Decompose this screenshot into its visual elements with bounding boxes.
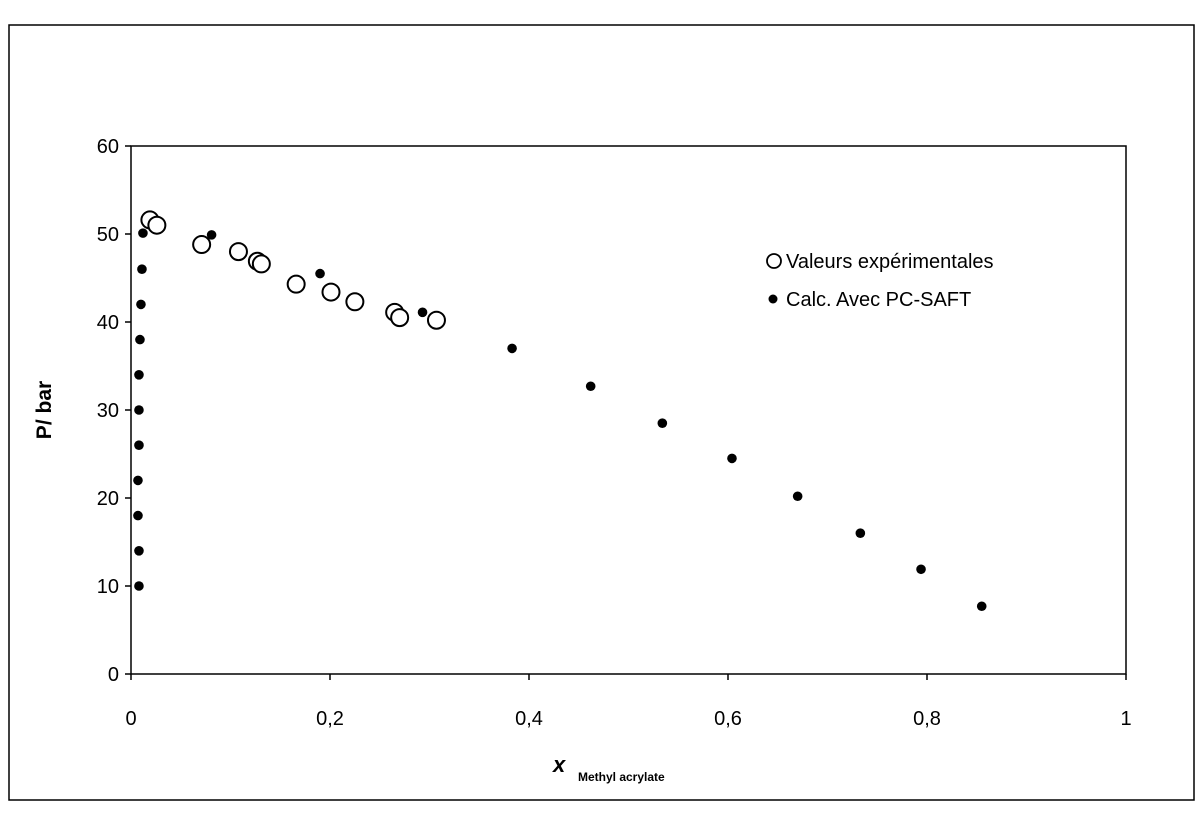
experimental-point <box>228 242 248 262</box>
experimental-point <box>147 215 167 235</box>
pcsaft-point <box>792 491 803 502</box>
pcsaft-point <box>315 268 325 279</box>
pcsaft-point <box>727 453 737 464</box>
pcsaft-point <box>133 475 143 486</box>
experimental-point <box>286 274 306 294</box>
y-tick-label: 20 <box>97 488 119 510</box>
legend-label-experimental: Valeurs expérimentales <box>786 251 994 273</box>
legend: Valeurs expérimentales Calc. Avec PC-SAF… <box>766 251 994 311</box>
x-axis: 0 0,2 0,4 0,6 0,8 1 <box>125 674 1132 730</box>
pcsaft-point <box>137 264 147 275</box>
pcsaft-point <box>855 528 866 538</box>
experimental-point <box>321 282 341 302</box>
x-axis-label-subscript: Methyl acrylate <box>578 770 665 784</box>
y-tick-label: 0 <box>108 664 119 686</box>
x-axis-label-symbol: x <box>552 752 566 777</box>
experimental-point <box>251 254 271 274</box>
pcsaft-point <box>134 405 144 415</box>
pcsaft-point <box>507 343 517 354</box>
pcsaft-point <box>206 230 217 240</box>
pcsaft-point <box>134 370 144 380</box>
x-tick-label: 1 <box>1120 708 1131 730</box>
x-tick-label: 0,8 <box>913 708 941 730</box>
pcsaft-point <box>976 601 987 612</box>
legend-marker-pcsaft <box>768 294 778 304</box>
data-points <box>133 210 987 612</box>
x-tick-label: 0,6 <box>714 708 742 730</box>
experimental-point <box>390 308 410 328</box>
pcsaft-point <box>138 228 148 238</box>
pcsaft-point <box>657 418 668 429</box>
x-tick-label: 0 <box>125 708 136 730</box>
pcsaft-point <box>136 299 146 310</box>
legend-marker-experimental <box>766 253 782 269</box>
y-tick-label: 60 <box>97 136 119 158</box>
plot-area <box>130 145 1127 675</box>
x-tick-label: 0,4 <box>515 708 543 730</box>
pcsaft-point <box>133 510 143 521</box>
pcsaft-point <box>134 440 144 451</box>
pcsaft-point <box>916 564 926 575</box>
experimental-point <box>192 235 212 255</box>
pcsaft-point <box>585 381 596 392</box>
y-tick-label: 40 <box>97 312 119 334</box>
legend-label-pcsaft: Calc. Avec PC-SAFT <box>786 289 971 311</box>
experimental-point <box>345 292 365 312</box>
x-tick-label: 0,2 <box>316 708 344 730</box>
pcsaft-point <box>134 581 144 591</box>
y-tick-label: 30 <box>97 400 119 422</box>
experimental-point <box>426 310 446 330</box>
pcsaft-point <box>134 546 144 556</box>
pcsaft-point <box>135 334 145 345</box>
y-tick-label: 10 <box>97 576 119 598</box>
pcsaft-point <box>417 307 428 318</box>
y-axis: 0 10 20 30 40 50 60 <box>97 136 131 686</box>
y-tick-label: 50 <box>97 224 119 246</box>
y-axis-label: P/ bar <box>33 381 56 439</box>
